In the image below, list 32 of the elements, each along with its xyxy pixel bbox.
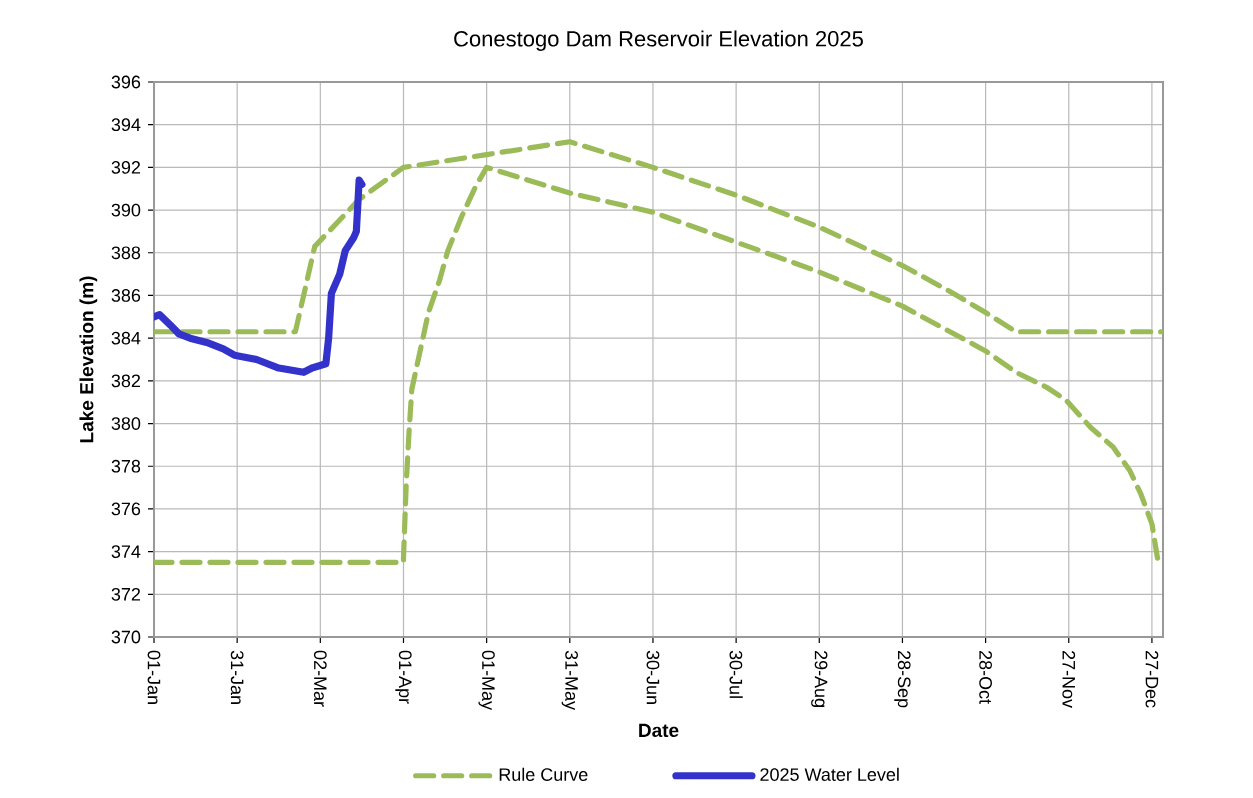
- y-tick-label: 378: [111, 459, 141, 473]
- x-tick-label: 27-Dec: [1145, 650, 1159, 708]
- y-tick-label: 386: [111, 289, 141, 302]
- y-tick-label: 390: [111, 203, 141, 217]
- x-tick-label: 31-Jan: [230, 650, 244, 704]
- x-tick-label: 28-Oct: [979, 650, 992, 704]
- y-tick-label: 370: [111, 630, 141, 644]
- x-tick-label: 31-May: [561, 650, 578, 711]
- chart-title: Conestogo Dam Reservoir Elevation 2025: [454, 30, 863, 51]
- x-tick-label: 01-Jan: [147, 650, 161, 704]
- y-tick-label: 384: [111, 331, 141, 345]
- y-tick-label: 394: [111, 118, 141, 132]
- x-tick-label: 29-Aug: [811, 650, 828, 707]
- x-tick-label: 02-Mar: [313, 650, 327, 707]
- y-axis-title: Lake Elevation (m): [79, 276, 98, 443]
- y-tick-label: 376: [111, 502, 141, 516]
- x-tick-label: 30-Jul: [729, 650, 743, 698]
- x-axis-title: Date: [639, 723, 679, 738]
- x-tick-label: 30-Jun: [646, 650, 660, 704]
- y-tick-label: 396: [111, 75, 141, 89]
- x-tick-label: 01-Apr: [395, 650, 412, 704]
- y-tick-label: 392: [111, 161, 141, 174]
- legend-label: 2025 Water Level: [760, 767, 899, 781]
- y-tick-label: 382: [111, 374, 141, 388]
- x-tick-label: 01-May: [478, 650, 495, 711]
- legend-label: Rule Curve: [499, 767, 588, 781]
- y-tick-label: 374: [111, 545, 141, 558]
- x-tick-label: 27-Nov: [1062, 650, 1076, 709]
- y-tick-label: 388: [111, 246, 141, 260]
- y-tick-label: 380: [111, 417, 141, 430]
- x-tick-label: 28-Sep: [894, 650, 911, 708]
- y-tick-label: 372: [111, 587, 141, 601]
